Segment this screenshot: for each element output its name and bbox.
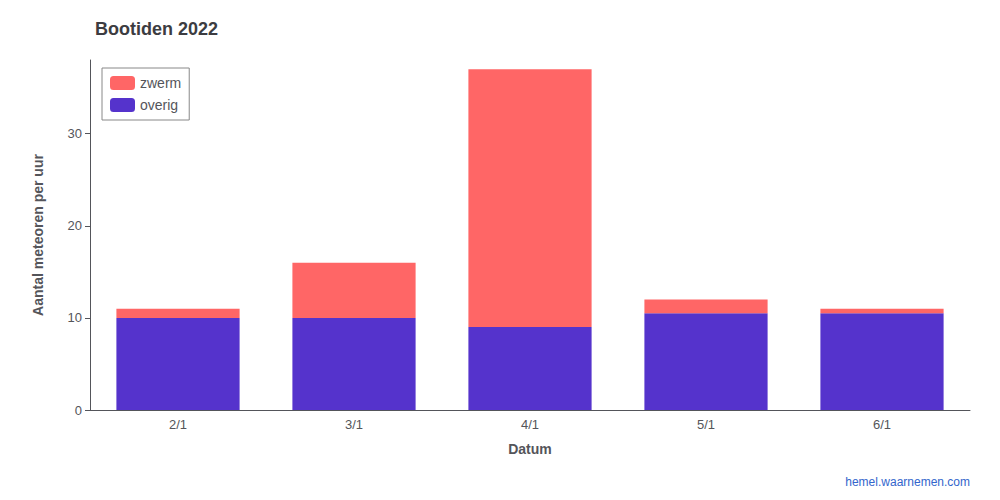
svg-text:0: 0: [75, 403, 82, 418]
svg-text:30: 30: [68, 126, 82, 141]
svg-text:6/1: 6/1: [873, 417, 891, 432]
svg-text:5/1: 5/1: [697, 417, 715, 432]
svg-text:20: 20: [68, 218, 82, 233]
svg-text:Datum: Datum: [508, 441, 552, 457]
svg-text:zwerm: zwerm: [140, 75, 181, 91]
svg-text:overig: overig: [140, 97, 178, 113]
svg-text:3/1: 3/1: [345, 417, 363, 432]
svg-text:Aantal meteoren per uur: Aantal meteoren per uur: [30, 154, 46, 316]
svg-text:2/1: 2/1: [169, 417, 187, 432]
svg-text:10: 10: [68, 310, 82, 325]
svg-text:hemel.waarnemen.com: hemel.waarnemen.com: [845, 475, 970, 489]
svg-text:4/1: 4/1: [521, 417, 539, 432]
svg-text:Bootiden 2022: Bootiden 2022: [95, 19, 218, 39]
